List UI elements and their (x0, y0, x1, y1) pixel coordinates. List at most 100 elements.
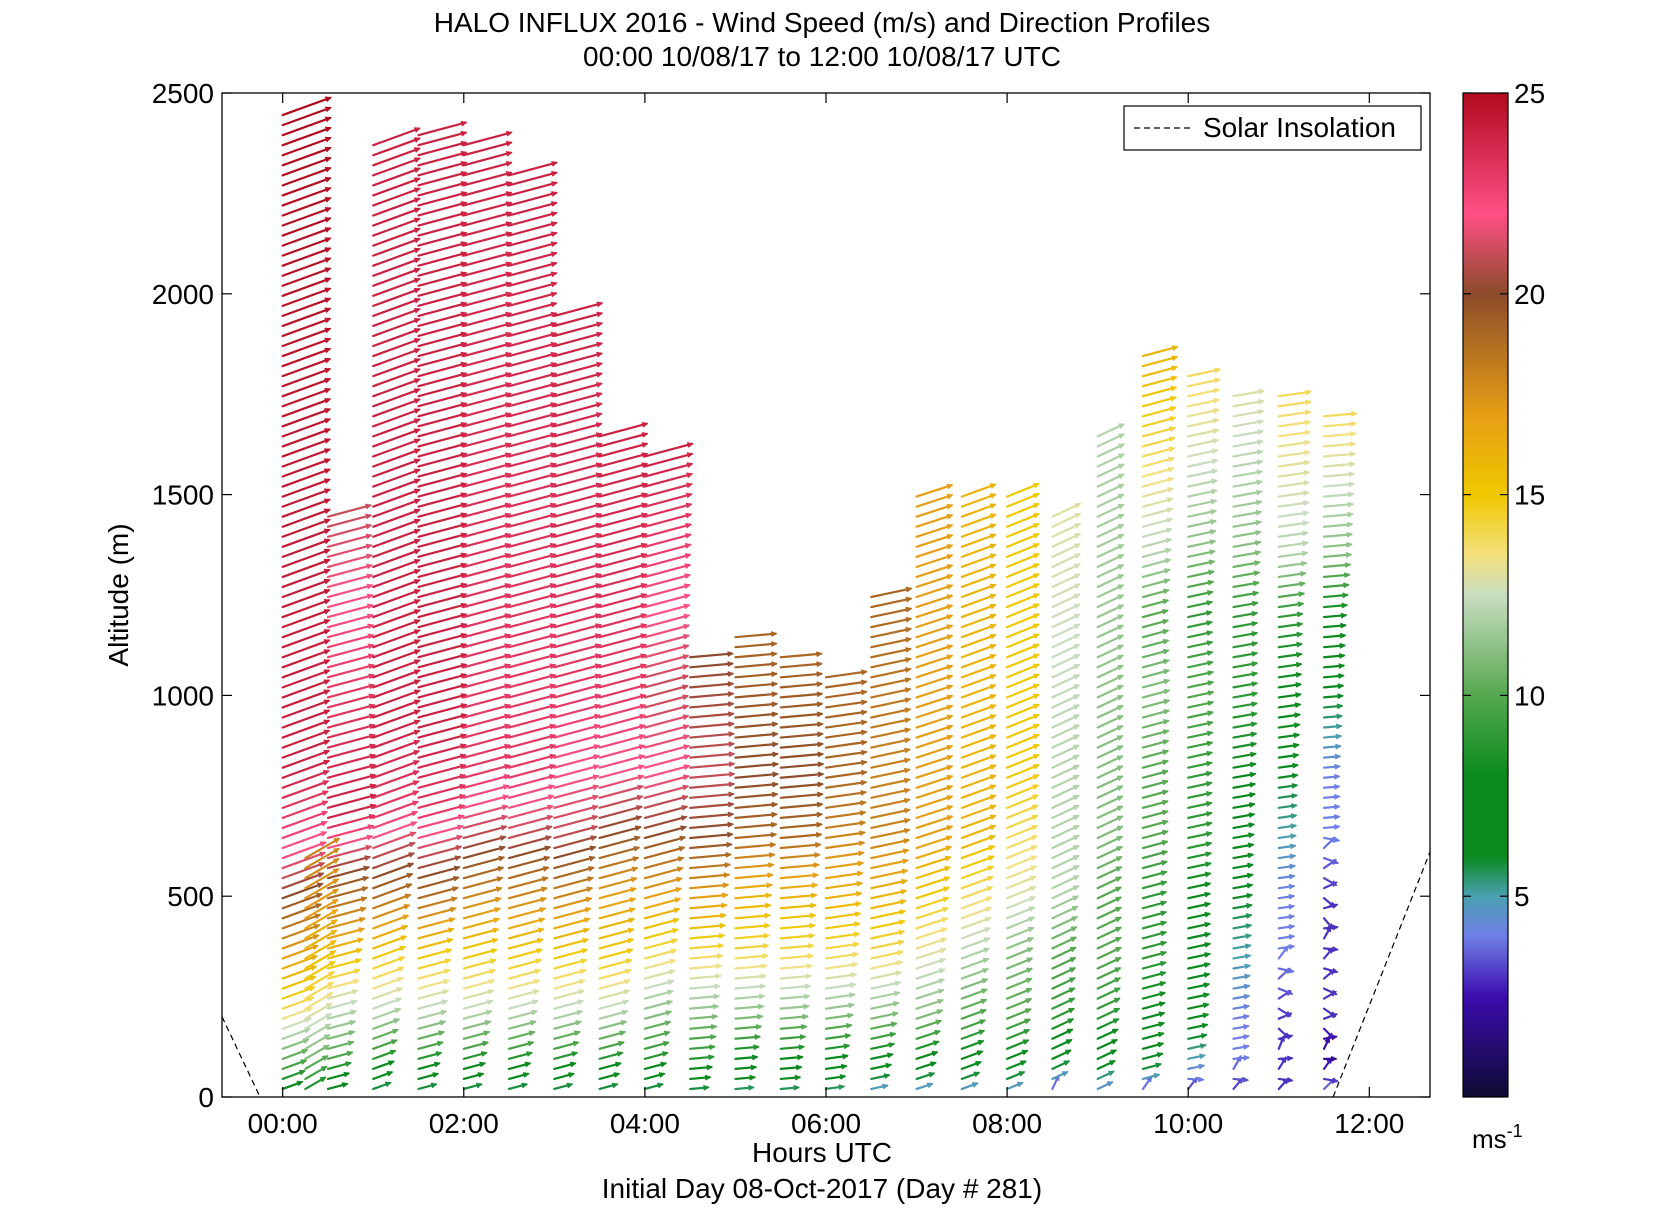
wind-arrow-head (432, 1072, 440, 1078)
wind-arrow-shaft (1277, 945, 1295, 950)
wind-arrow-shaft (462, 1062, 486, 1070)
wind-arrow (507, 301, 558, 317)
wind-arrow-head (1206, 630, 1214, 636)
wind-arrow (1006, 623, 1040, 639)
wind-arrow-head (300, 1059, 308, 1065)
wind-arrow (553, 341, 604, 358)
wind-arrow (1277, 1027, 1290, 1039)
wind-arrow (1141, 1041, 1165, 1050)
wind-arrow-head (1062, 1071, 1069, 1077)
wind-arrow (1006, 733, 1040, 749)
wind-arrow (643, 492, 693, 508)
wind-arrow (1322, 582, 1350, 589)
wind-arrow-shaft (326, 574, 373, 589)
wind-arrow-shaft (281, 237, 331, 257)
wind-arrow-head (989, 663, 997, 670)
wind-arrow (326, 573, 374, 589)
wind-arrow-shaft (417, 312, 467, 328)
wind-arrow-shaft (417, 241, 467, 257)
wind-arrow-shaft (507, 897, 547, 910)
wind-arrow (1096, 1081, 1114, 1091)
wind-arrow-head (539, 907, 547, 913)
wind-arrow (372, 966, 405, 980)
wind-arrow-head (682, 784, 690, 791)
wind-arrow-head (673, 907, 681, 914)
wind-arrow-head (1165, 547, 1173, 554)
wind-arrow-shaft (507, 503, 557, 518)
wind-arrow-head (1033, 633, 1040, 639)
wind-arrow (689, 671, 735, 679)
wind-arrow-shaft (326, 1000, 358, 1010)
wind-arrow-shaft (1277, 561, 1307, 568)
wind-arrow (734, 821, 778, 830)
wind-arrow (598, 703, 647, 719)
wind-arrow-head (1251, 701, 1259, 708)
wind-arrow-head (683, 633, 690, 640)
wind-arrow-shaft (1232, 994, 1250, 1000)
wind-arrow-head (1335, 723, 1343, 730)
wind-arrow (1096, 997, 1121, 1010)
wind-arrow-head (1257, 398, 1265, 405)
wind-arrow-shaft (1096, 946, 1122, 960)
wind-arrow (1277, 712, 1302, 719)
wind-arrow-head (324, 1023, 332, 1030)
wind-arrow (281, 488, 331, 508)
wind-arrow-shaft (1187, 681, 1214, 689)
wind-arrow-head (682, 724, 690, 730)
wind-arrow-shaft (417, 613, 467, 629)
wind-arrow (960, 794, 997, 809)
wind-arrow (281, 810, 329, 830)
wind-arrow-shaft (870, 808, 911, 819)
wind-arrow-head (363, 865, 371, 872)
wind-arrow-shaft (598, 523, 648, 538)
wind-arrow-head (504, 482, 512, 489)
wind-arrow-shaft (462, 684, 511, 699)
wind-arrow (1051, 774, 1080, 789)
wind-arrow-shaft (281, 709, 330, 729)
wind-arrow (326, 753, 377, 769)
wind-arrow-shaft (372, 298, 421, 317)
wind-arrow-shaft (304, 992, 334, 1010)
wind-arrow-shaft (824, 791, 867, 799)
wind-arrow (1187, 921, 1212, 930)
wind-arrow-head (324, 458, 331, 464)
wind-arrow-head (504, 462, 512, 469)
wind-arrow-head (534, 968, 542, 975)
wind-arrow-shaft (779, 783, 824, 789)
wind-arrow-shaft (507, 815, 553, 830)
wind-arrow-shaft (1096, 876, 1122, 890)
wind-arrow (779, 922, 816, 930)
wind-arrow (1141, 729, 1170, 739)
wind-arrow-shaft (1006, 754, 1040, 769)
wind-arrow-shaft (553, 1072, 575, 1081)
wind-arrow-head (1303, 480, 1311, 486)
wind-arrow-head (945, 845, 953, 852)
wind-arrow (372, 528, 421, 548)
wind-arrow-head (1348, 461, 1356, 468)
wind-arrow-shaft (553, 887, 593, 900)
wind-arrow (1232, 540, 1262, 548)
wind-arrow-shaft (507, 643, 556, 659)
wind-arrow-shaft (281, 659, 330, 679)
wind-arrow-shaft (462, 876, 503, 890)
wind-arrow-shaft (1187, 459, 1218, 468)
wind-arrow (643, 532, 692, 548)
wind-arrow (1141, 970, 1167, 980)
wind-arrow (643, 815, 688, 830)
wind-arrow-head (1213, 377, 1221, 384)
wind-arrow-head (716, 953, 724, 959)
wind-arrow-shaft (1141, 507, 1173, 518)
wind-arrow-shaft (281, 589, 331, 609)
wind-arrow-shaft (1096, 926, 1122, 940)
wind-arrow-head (367, 613, 374, 620)
wind-arrow (507, 351, 558, 368)
wind-arrow (462, 161, 513, 177)
wind-arrow-shaft (870, 708, 911, 719)
wind-arrow-shaft (960, 927, 991, 940)
wind-arrow-shaft (960, 1071, 980, 1081)
wind-arrow-shaft (553, 302, 603, 317)
wind-arrow-head (324, 146, 332, 153)
wind-arrow-shaft (960, 694, 997, 709)
wind-arrow-head (899, 899, 907, 905)
wind-arrow-shaft (507, 1062, 531, 1070)
